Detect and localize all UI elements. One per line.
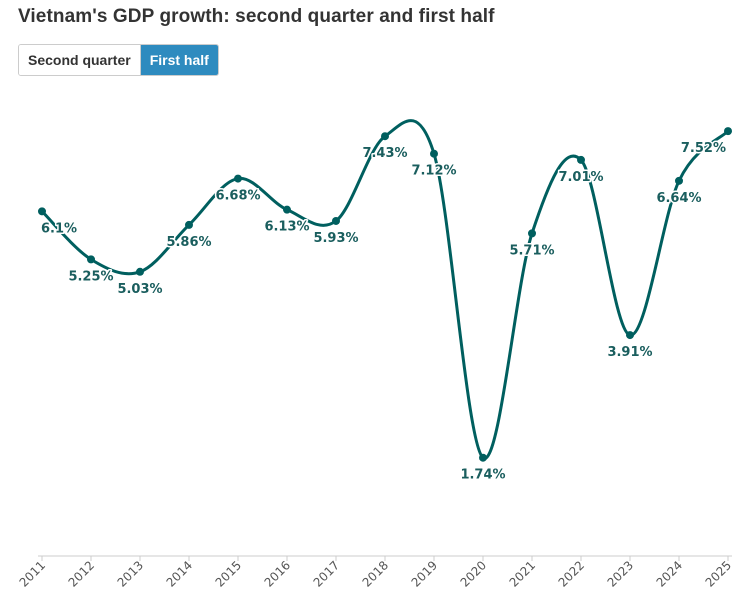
x-tick-label: 2015 bbox=[213, 558, 244, 589]
x-tick-label: 2019 bbox=[409, 558, 440, 589]
data-point-2013[interactable] bbox=[136, 267, 144, 276]
first-half-button[interactable]: First half bbox=[139, 45, 218, 75]
data-point-2020[interactable] bbox=[479, 453, 487, 462]
data-point-2012[interactable] bbox=[87, 255, 95, 264]
data-label-2025: 7.52% bbox=[681, 141, 726, 156]
data-point-2016[interactable] bbox=[283, 205, 291, 214]
data-point-2017[interactable] bbox=[332, 216, 340, 225]
data-point-2015[interactable] bbox=[234, 174, 242, 183]
period-toggle: Second quarter First half bbox=[18, 44, 219, 76]
data-point-2014[interactable] bbox=[185, 220, 193, 229]
data-label-2015: 6.68% bbox=[215, 189, 260, 204]
data-label-2011: 6.1% bbox=[41, 221, 77, 236]
second-quarter-button[interactable]: Second quarter bbox=[19, 45, 140, 75]
data-labels: 6.1% 5.25% 5.03% 5.86% 6.68% 6.13% 5.93% 7.43% 7… bbox=[40, 140, 728, 485]
x-tick-label: 2020 bbox=[458, 558, 489, 589]
data-label-2014: 5.86% bbox=[166, 235, 211, 250]
data-point-2024[interactable] bbox=[675, 176, 683, 185]
data-label-2023: 3.91% bbox=[607, 345, 652, 360]
data-label-2018: 7.43% bbox=[362, 146, 407, 161]
data-label-2012: 5.25% bbox=[68, 269, 113, 284]
x-tick-label: 2025 bbox=[703, 558, 734, 589]
x-tick-label: 2017 bbox=[311, 558, 342, 589]
data-label-2016: 6.13% bbox=[264, 220, 309, 235]
data-points bbox=[38, 127, 732, 462]
data-label-2022: 7.01% bbox=[558, 170, 603, 185]
x-tick-label: 2012 bbox=[66, 558, 97, 589]
chart-title: Vietnam's GDP growth: second quarter and… bbox=[18, 6, 495, 27]
data-label-2024: 6.64% bbox=[656, 191, 701, 206]
data-point-2025[interactable] bbox=[724, 127, 732, 136]
data-point-2011[interactable] bbox=[38, 207, 46, 216]
x-axis: 2011 2012 2013 2014 2015 2016 2017 2018 2019 2020… bbox=[17, 555, 734, 590]
x-tick-label: 2024 bbox=[654, 558, 685, 589]
data-label-2019: 7.12% bbox=[411, 164, 456, 179]
data-label-2017: 5.93% bbox=[313, 231, 358, 246]
data-label-2020: 1.74% bbox=[460, 468, 505, 483]
x-tick-label: 2014 bbox=[164, 558, 195, 589]
x-tick-label: 2021 bbox=[507, 558, 538, 589]
data-point-2021[interactable] bbox=[528, 229, 536, 238]
x-tick-label: 2011 bbox=[17, 558, 48, 589]
x-tick-label: 2018 bbox=[360, 558, 391, 589]
x-tick-label: 2013 bbox=[115, 558, 146, 589]
data-label-2021: 5.71% bbox=[509, 243, 554, 258]
data-point-2019[interactable] bbox=[430, 149, 438, 158]
data-label-2013: 5.03% bbox=[117, 282, 162, 297]
x-tick-label: 2016 bbox=[262, 558, 293, 589]
data-point-2022[interactable] bbox=[577, 155, 585, 164]
data-point-2023[interactable] bbox=[626, 331, 634, 340]
data-point-2018[interactable] bbox=[381, 132, 389, 141]
x-tick-label: 2022 bbox=[556, 558, 587, 589]
x-tick-label: 2023 bbox=[605, 558, 636, 589]
